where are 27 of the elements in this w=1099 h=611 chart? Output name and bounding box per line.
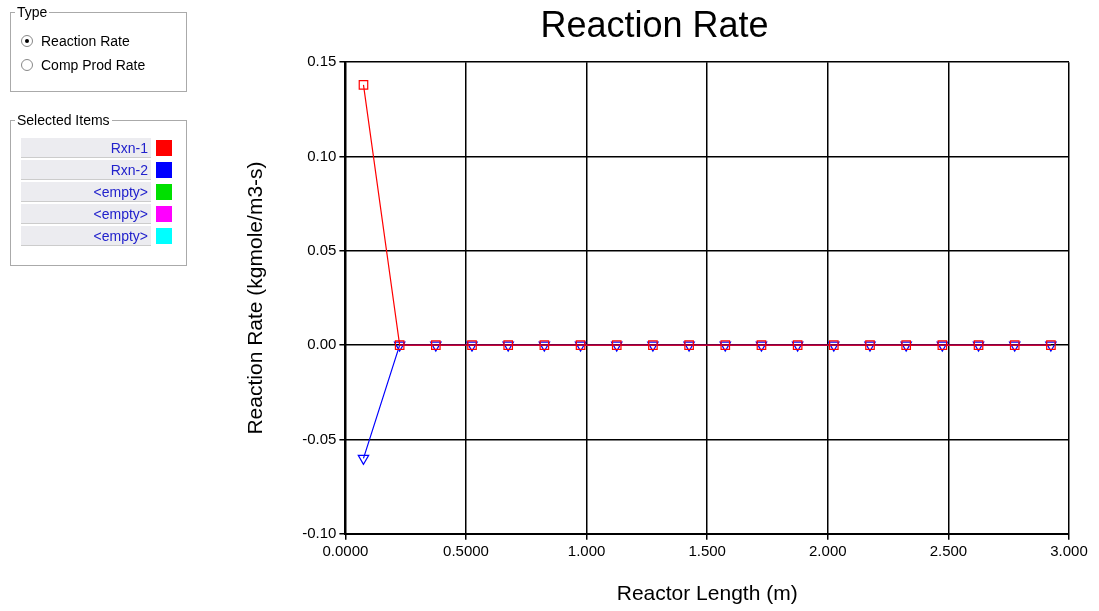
y-axis-title: Reaction Rate (kgmole/m3-s) bbox=[243, 161, 267, 435]
x-tick-label: 2.500 bbox=[929, 541, 968, 559]
x-tick-label: 2.000 bbox=[809, 541, 847, 559]
chart-title: Reaction Rate bbox=[540, 3, 769, 45]
x-tick-label: 1.500 bbox=[688, 541, 726, 559]
point bbox=[358, 79, 369, 90]
text: <empty> bbox=[21, 182, 151, 202]
legend-label: Rxn-1 bbox=[21, 138, 151, 158]
y-tick-label: -0.10 bbox=[302, 523, 337, 541]
point bbox=[357, 454, 370, 465]
text: Reaction Rate bbox=[41, 33, 130, 49]
x-tick-label: 3.000 bbox=[1050, 541, 1088, 559]
legend-title: Selected Items bbox=[15, 112, 112, 128]
text: Comp Prod Rate bbox=[41, 57, 146, 73]
y-tick-label: -0.05 bbox=[302, 429, 337, 447]
y-tick-label: 0.05 bbox=[307, 240, 337, 258]
text: Type bbox=[15, 4, 50, 20]
x-axis-title: Reactor Length (m) bbox=[616, 581, 798, 605]
y-tick-label: 0.15 bbox=[307, 52, 337, 70]
x-tick-label: 1.000 bbox=[567, 541, 606, 559]
legend-label: Rxn-2 bbox=[21, 160, 151, 180]
x-tick-label: 0.0000 bbox=[322, 541, 369, 559]
text: <empty> bbox=[21, 226, 151, 246]
y-tick-label: 0.00 bbox=[307, 335, 337, 353]
y-tick-label: 0.10 bbox=[307, 146, 337, 164]
x-tick-label: 0.5000 bbox=[443, 541, 489, 559]
text: <empty> bbox=[21, 204, 151, 224]
